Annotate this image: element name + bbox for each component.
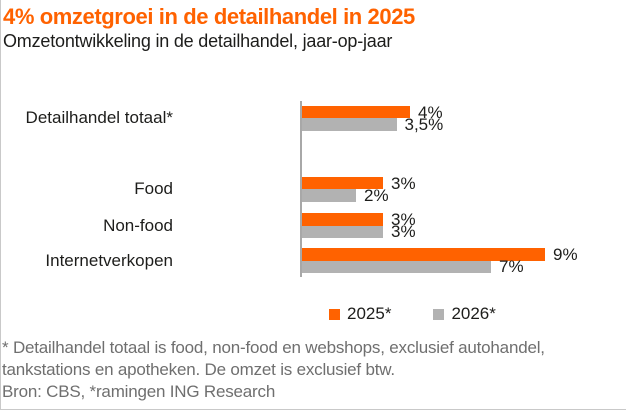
category-label: Non-food <box>103 215 173 235</box>
legend-label-2026: 2026* <box>451 304 496 323</box>
chart-subtitle: Omzetontwikkeling in de detailhandel, ja… <box>3 31 393 51</box>
category-label: Food <box>134 179 173 199</box>
value-label-2025: 4% <box>418 102 443 122</box>
bar-2026 <box>302 225 383 238</box>
chart-footer: * Detailhandel totaal is food, non-food … <box>2 337 592 403</box>
category-label: Detailhandel totaal* <box>25 108 173 128</box>
value-label-2026: 3,5% <box>404 114 444 134</box>
value-label-2025: 3% <box>391 209 416 229</box>
legend-item-2025: 2025* <box>329 304 391 324</box>
bar-2025 <box>302 213 383 226</box>
value-label-2026: 2% <box>364 185 389 205</box>
source-line: Bron: CBS, *ramingen ING Research <box>2 382 276 401</box>
legend-item-2026: 2026* <box>433 304 496 324</box>
bar-2026 <box>302 118 397 131</box>
value-label-2026: 7% <box>499 257 524 277</box>
bar-2026 <box>302 260 491 273</box>
legend-swatch-2025 <box>329 308 340 320</box>
card-bottom-border <box>0 409 626 410</box>
legend-swatch-2026 <box>433 308 445 320</box>
bar-2025 <box>302 106 410 119</box>
value-label-2025: 3% <box>391 173 416 193</box>
chart-title: 4% omzetgroei in de detailhandel in 2025 <box>3 4 415 29</box>
footnote: * Detailhandel totaal is food, non-food … <box>2 338 545 379</box>
legend: 2025* 2026* <box>329 304 496 324</box>
value-label-2025: 9% <box>553 244 578 264</box>
bar-2026 <box>302 189 356 202</box>
bar-2025 <box>302 248 545 261</box>
category-label: Internetverkopen <box>45 250 173 270</box>
card-left-border <box>0 0 1 410</box>
legend-label-2025: 2025* <box>347 304 392 323</box>
bar-2025 <box>302 177 383 190</box>
y-axis-line <box>300 101 302 277</box>
value-label-2026: 3% <box>391 222 416 242</box>
